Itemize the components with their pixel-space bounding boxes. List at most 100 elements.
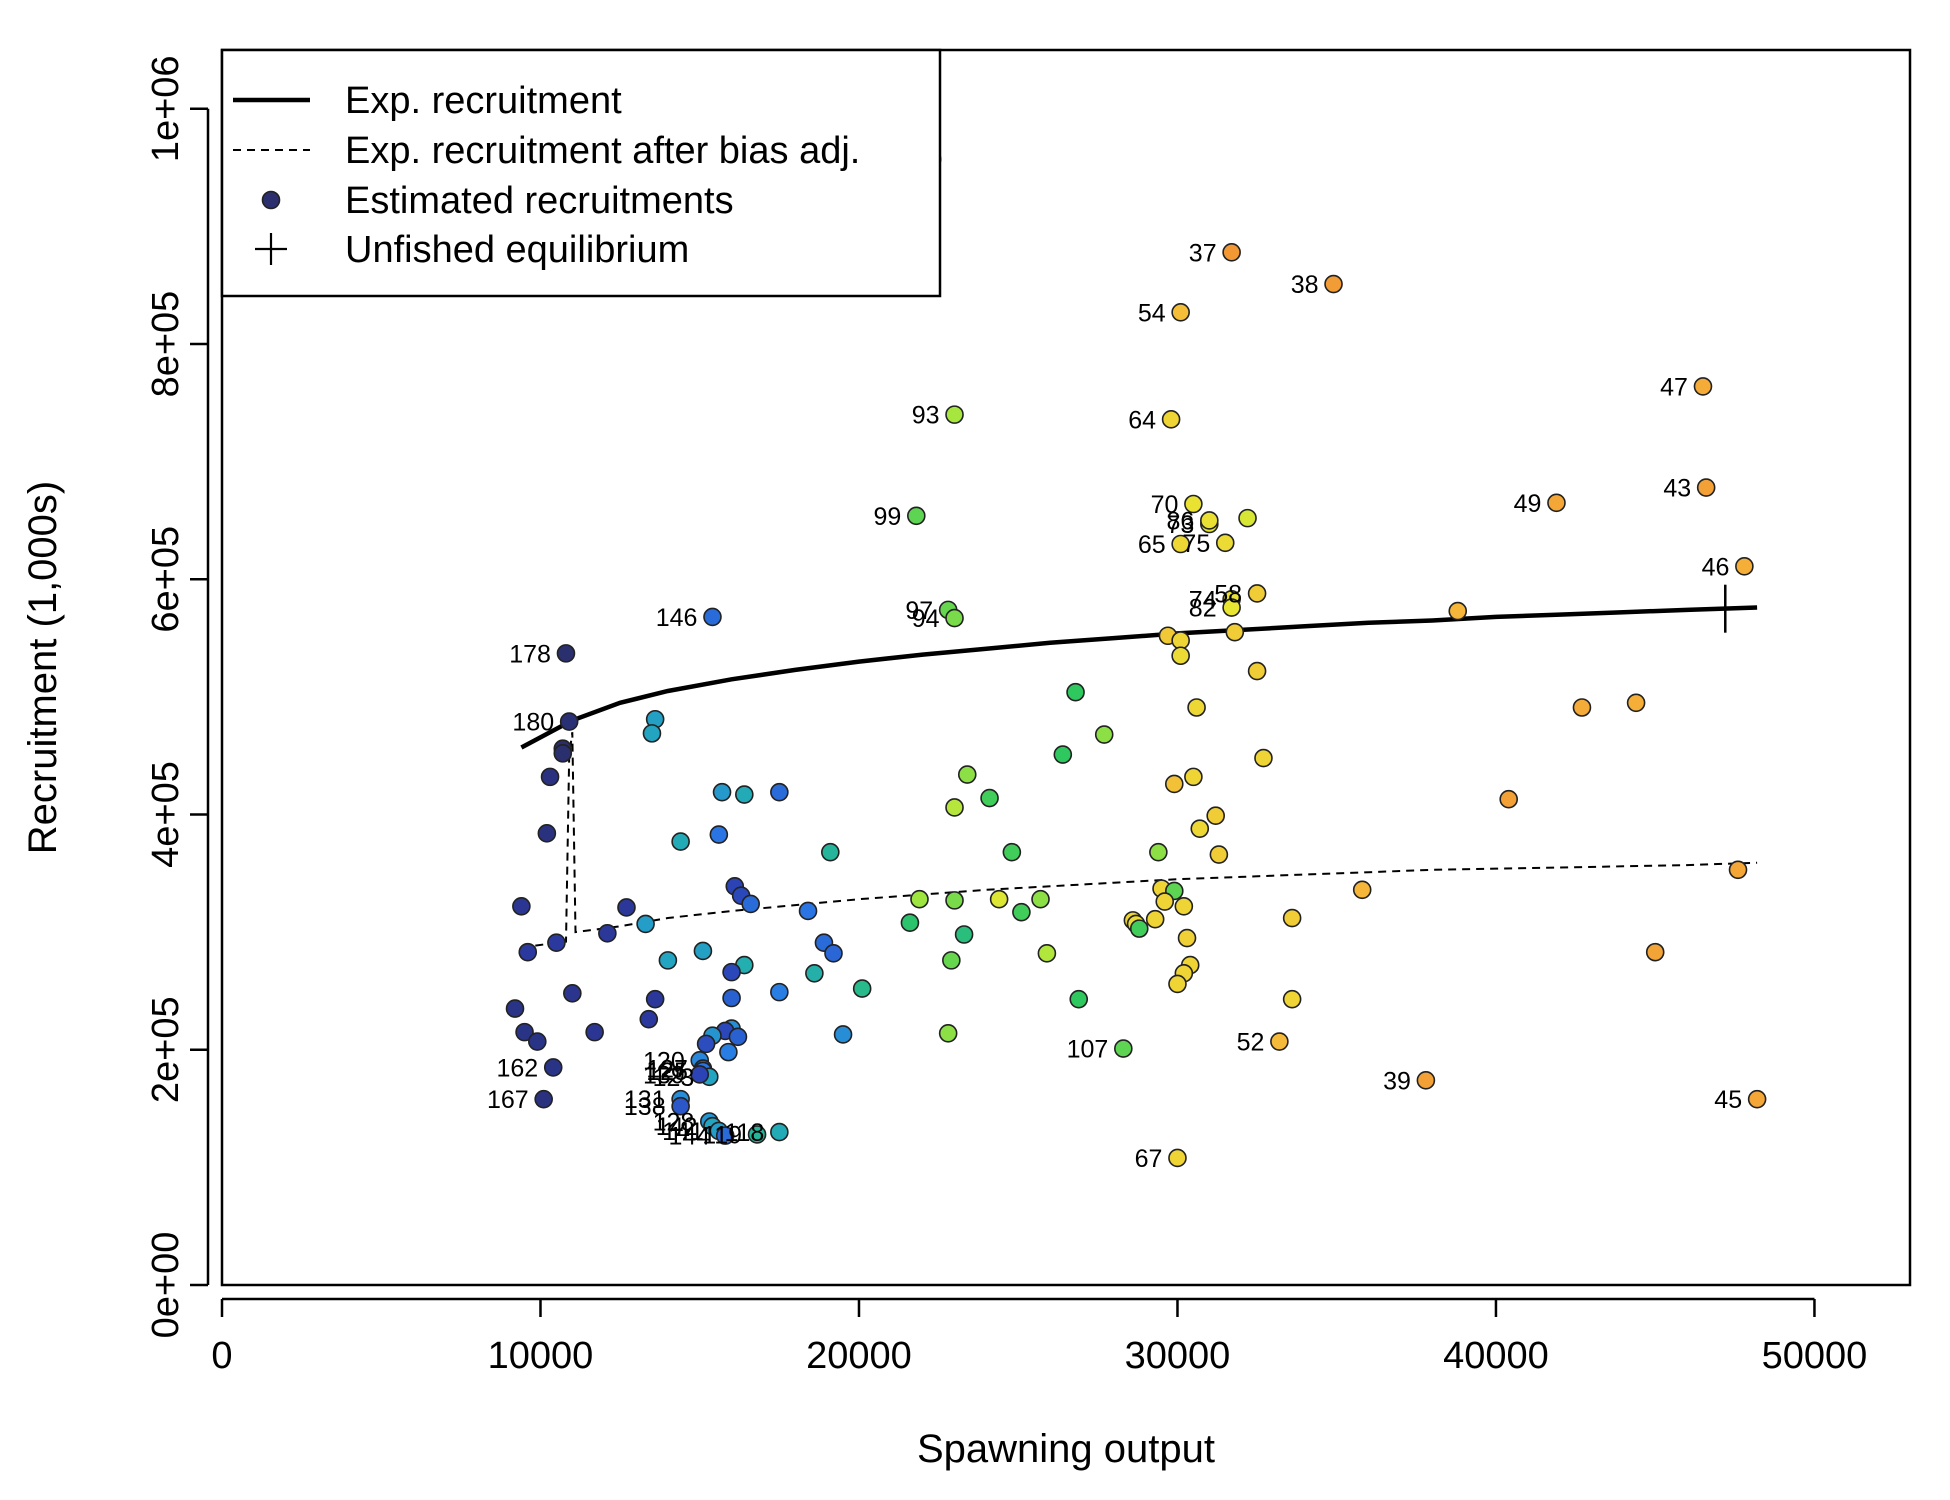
x-tick-label: 50000: [1762, 1335, 1868, 1377]
recruitment-point: [735, 785, 754, 804]
recruitment-point: [1168, 1148, 1187, 1168]
recruitment-point: [515, 1022, 534, 1042]
recruitment-point: [833, 1025, 853, 1044]
point-label: 142: [656, 1113, 698, 1141]
legend-label: Unfished equilibrium: [345, 229, 689, 271]
recruitment-point: [942, 951, 961, 970]
recruitment-point: [712, 782, 732, 802]
point-label: 146: [656, 604, 698, 632]
point-label: 138: [624, 1093, 666, 1121]
recruitment-point: [821, 842, 840, 862]
point-label: 74: [1189, 586, 1217, 614]
recruitment-point: [1069, 989, 1089, 1009]
legend-label: Exp. recruitment: [345, 80, 622, 122]
recruitment-point: [703, 607, 722, 627]
recruitment-point: [645, 989, 665, 1009]
recruitment-point: [1209, 845, 1229, 864]
recruitment-point: [957, 765, 977, 784]
recruitment-point: [900, 913, 920, 933]
point-label: 144: [668, 1123, 710, 1151]
recruitment-point: [547, 933, 566, 953]
recruitment-point: [1352, 880, 1372, 900]
recruitment-point: [1171, 631, 1190, 650]
recruitment-point: [1222, 243, 1241, 262]
recruitment-point: [556, 644, 576, 663]
recruitment-point: [1177, 928, 1197, 948]
recruitment-point: [1270, 1032, 1289, 1051]
recruitment-point: [1171, 646, 1190, 666]
recruitment-point: [1547, 493, 1566, 513]
point-label: 46: [1702, 553, 1730, 581]
recruitment-point: [563, 984, 582, 1003]
point-label: 162: [497, 1054, 539, 1082]
recruitment-point: [1129, 919, 1149, 938]
point-label: 47: [1660, 373, 1688, 401]
recruitment-point: [639, 1009, 659, 1029]
point-label: 45: [1714, 1086, 1742, 1114]
recruitment-point: [1037, 944, 1057, 963]
recruitment-point: [543, 1058, 563, 1077]
point-label: 65: [1138, 531, 1166, 559]
y-tick-label: 4e+05: [145, 761, 187, 868]
recruitment-point: [945, 798, 964, 817]
recruitment-point: [907, 506, 926, 526]
recruitment-point: [722, 988, 741, 1008]
recruitment-point: [1094, 725, 1114, 744]
point-label: 131: [624, 1086, 666, 1114]
recruitment-point: [1149, 842, 1168, 862]
recruitment-point: [1174, 896, 1194, 916]
recruitment-point: [537, 824, 557, 843]
recruitment-point: [824, 944, 843, 963]
recruitment-point: [690, 1065, 710, 1084]
recruitment-point: [534, 1089, 553, 1109]
recruitment-point: [512, 896, 531, 916]
recruitment-point: [1184, 767, 1203, 787]
recruitment-point: [770, 1122, 789, 1142]
recruitment-point: [1145, 909, 1165, 929]
recruitment-point: [1693, 377, 1713, 396]
recruitment-point: [1031, 889, 1050, 909]
recruitment-point: [528, 1032, 547, 1051]
legend-box: [220, 48, 942, 298]
recruitment-point: [598, 924, 617, 943]
point-label: 86: [1167, 507, 1195, 535]
recruitment-point: [798, 901, 818, 921]
recruitment-point: [553, 744, 573, 763]
recruitment-point: [1012, 902, 1031, 922]
recruitment-point: [1696, 478, 1716, 497]
x-tick-label: 0: [211, 1335, 232, 1377]
recruitment-point: [559, 712, 579, 731]
point-label: 64: [1128, 406, 1156, 434]
recruitment-point: [1164, 774, 1184, 794]
point-label: 123: [653, 1064, 695, 1092]
recruitment-point: [1448, 601, 1468, 621]
recruitment-point: [747, 1125, 767, 1144]
recruitment-point: [954, 925, 974, 944]
point-label: 43: [1663, 475, 1691, 503]
recruitment-point: [1066, 682, 1085, 702]
recruitment-point: [1215, 533, 1235, 553]
recruitment-point: [518, 942, 538, 962]
recruitment-point: [1184, 494, 1203, 514]
exp-recruitment-line: [520, 605, 1758, 750]
recruitment-point: [671, 832, 690, 851]
point-label: 49: [1514, 490, 1542, 518]
point-label: 119: [702, 1121, 742, 1149]
recruitment-point: [1168, 974, 1187, 994]
point-label: 180: [512, 709, 554, 737]
recruitment-point: [1114, 1039, 1133, 1058]
plot-frame: [220, 48, 1912, 1287]
recruitment-point: [1200, 511, 1219, 530]
point-label: 99: [873, 503, 901, 531]
recruitment-point: [540, 767, 560, 787]
point-label: 52: [1237, 1029, 1265, 1057]
recruitment-point: [945, 608, 964, 628]
y-tick-label: 0e+00: [145, 1232, 187, 1339]
points-layer: [505, 150, 1767, 1168]
y-tick-label: 8e+05: [145, 291, 187, 398]
point-label: 97: [905, 597, 933, 625]
point-label: 94: [912, 605, 940, 633]
legend: Exp. recruitment Exp. recruitment after b…: [220, 48, 942, 298]
recruitment-point: [938, 1023, 958, 1043]
recruitment-point: [696, 1034, 716, 1054]
